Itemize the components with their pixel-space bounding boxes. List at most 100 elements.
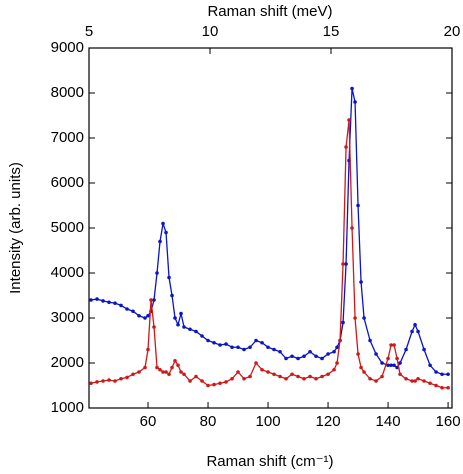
data-point [272,347,276,352]
data-point [248,374,252,379]
x2-tick-label: 20 [444,23,461,40]
data-point [344,262,348,266]
data-point [278,349,282,354]
data-point [380,374,384,379]
data-point [254,338,258,343]
data-point [356,352,360,356]
x-tick-label: 120 [316,413,341,430]
data-point [398,372,402,377]
data-point [224,380,228,384]
data-point [137,313,141,318]
data-point [212,382,216,387]
data-point [413,322,417,327]
y-tick-label: 2000 [51,354,84,371]
data-point [308,349,312,354]
data-point [440,372,444,377]
data-point [404,347,408,352]
x-tick-label: 80 [200,413,217,430]
data-point [350,226,354,230]
data-point [332,349,336,354]
data-point [113,379,117,383]
data-point [374,379,378,383]
data-point [242,347,246,352]
data-point [260,367,264,372]
data-point [167,275,171,280]
data-point [164,370,168,374]
data-point [158,239,162,244]
data-point [341,320,345,325]
x-tick-label: 60 [140,413,157,430]
data-point [194,374,198,379]
plot-frame [88,47,453,409]
data-point [395,356,399,361]
data-point [161,370,165,374]
data-point [290,372,294,377]
series-line [90,88,449,375]
data-point [326,372,330,377]
data-point [173,358,177,363]
data-point [326,352,330,356]
data-point [284,376,288,381]
y-tick-label: 7000 [51,129,84,146]
data-point [359,365,363,370]
data-point [416,376,420,381]
data-point [428,381,432,386]
data-point [182,325,186,329]
data-point [155,271,159,275]
data-point [413,379,417,383]
data-point [107,300,111,305]
data-point [254,361,258,365]
data-point [155,365,159,370]
y-tick-label: 3000 [51,309,84,326]
data-point [101,299,105,303]
data-point [335,345,339,350]
y-tick-label: 4000 [51,264,84,281]
data-point [152,325,156,329]
data-point [278,374,282,379]
x2-tick-label: 5 [85,23,93,40]
data-point [362,370,366,374]
data-point [95,297,99,301]
data-point [230,345,234,350]
data-point [386,363,390,368]
data-point [410,329,414,334]
data-point [434,370,438,374]
data-point [308,374,312,379]
data-point [95,380,99,384]
data-point [422,379,426,383]
data-point [212,340,216,345]
data-point [164,230,168,235]
data-point [188,327,192,332]
x-tick-label: 160 [436,413,461,430]
data-point [353,316,357,320]
x2-tick-label: 15 [323,23,340,40]
data-point [392,363,396,368]
data-point [302,354,306,359]
data-point [392,343,396,347]
data-point [341,262,345,266]
data-point [272,372,276,377]
data-point [398,361,402,365]
data-point [428,363,432,368]
data-point [125,375,129,380]
data-point [434,383,438,388]
data-point [89,381,93,386]
data-point [113,301,117,305]
data-point [125,307,129,311]
data-point [362,316,366,320]
data-point [410,379,414,383]
data-point [290,354,294,359]
data-point [266,345,270,350]
data-point [182,372,186,377]
x-axis-title: Raman shift (cm⁻¹) [206,453,333,470]
data-point [119,303,123,308]
data-point [386,356,390,361]
x2-axis-title: Raman shift (meV) [207,3,332,20]
data-point [176,322,180,327]
data-point [137,370,141,374]
data-point [206,383,210,388]
data-point [170,365,174,370]
data-point [332,367,336,372]
data-point [200,379,204,383]
